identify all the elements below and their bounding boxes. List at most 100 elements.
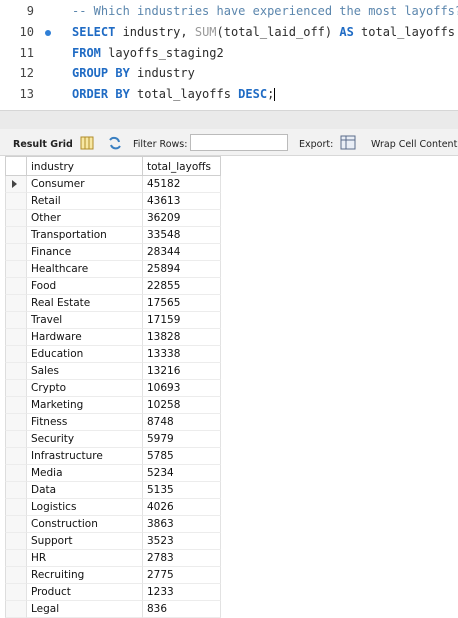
code-token: GROUP BY bbox=[72, 66, 130, 81]
code-token: AS bbox=[339, 24, 354, 39]
code-token: FROM bbox=[72, 45, 101, 60]
result-grid-tab[interactable]: Result Grid bbox=[13, 139, 73, 150]
code-token: ORDER BY bbox=[72, 87, 130, 102]
row-indicator bbox=[5, 244, 27, 261]
cell: Finance bbox=[27, 244, 143, 261]
cell: Fitness bbox=[27, 414, 143, 431]
row-indicator bbox=[5, 465, 27, 482]
row-indicator bbox=[5, 312, 27, 329]
cell: Support bbox=[27, 533, 143, 550]
row-indicator bbox=[5, 346, 27, 363]
row-indicator bbox=[5, 295, 27, 312]
filter-input[interactable] bbox=[190, 134, 288, 151]
code-line: FROM layoffs_staging2 bbox=[72, 46, 224, 60]
row-indicator bbox=[5, 431, 27, 448]
row-indicator bbox=[5, 329, 27, 346]
cell: 28344 bbox=[143, 244, 221, 261]
cell: Product bbox=[27, 584, 143, 601]
line-number: 12 bbox=[19, 66, 34, 81]
cell: Security bbox=[27, 431, 143, 448]
cell: 5785 bbox=[143, 448, 221, 465]
cell: 5135 bbox=[143, 482, 221, 499]
code-token: industry, bbox=[115, 24, 195, 39]
row-indicator bbox=[5, 533, 27, 550]
row-indicator bbox=[5, 176, 27, 193]
code-token: ; bbox=[267, 87, 275, 102]
row-indicator bbox=[5, 414, 27, 431]
cell: Media bbox=[27, 465, 143, 482]
row-indicator bbox=[5, 278, 27, 295]
wrap-label[interactable]: Wrap Cell Content: bbox=[371, 139, 458, 150]
cell: Marketing bbox=[27, 397, 143, 414]
cell: 25894 bbox=[143, 261, 221, 278]
code-token: industry bbox=[129, 66, 195, 81]
cursor bbox=[274, 88, 276, 102]
cell: 36209 bbox=[143, 210, 221, 227]
cell: Logistics bbox=[27, 499, 143, 516]
cell: 4026 bbox=[143, 499, 221, 516]
cell: 2783 bbox=[143, 550, 221, 567]
cell: Consumer bbox=[27, 176, 143, 193]
header-corner bbox=[5, 156, 27, 176]
row-indicator bbox=[5, 448, 27, 465]
cell: Hardware bbox=[27, 329, 143, 346]
cell: HR bbox=[27, 550, 143, 567]
row-indicator bbox=[5, 584, 27, 601]
code-token: SUM bbox=[194, 24, 217, 39]
cell: 8748 bbox=[143, 414, 221, 431]
code-token: total_layoffs bbox=[129, 87, 239, 102]
code-line: -- Which industries have experienced the… bbox=[72, 4, 458, 18]
row-indicator bbox=[5, 397, 27, 414]
code-line: SELECT industry, SUM(total_laid_off) AS … bbox=[72, 25, 455, 39]
cell: 17159 bbox=[143, 312, 221, 329]
row-indicator bbox=[5, 380, 27, 397]
line-number: 10 bbox=[19, 24, 34, 39]
cell: Real Estate bbox=[27, 295, 143, 312]
cell: Education bbox=[27, 346, 143, 363]
row-indicator bbox=[5, 363, 27, 380]
cell: 17565 bbox=[143, 295, 221, 312]
filter-label: Filter Rows: bbox=[133, 139, 188, 150]
row-indicator bbox=[5, 210, 27, 227]
editor: 9 -- Which industries have experienced th… bbox=[0, 0, 458, 110]
row-arrow bbox=[12, 180, 17, 188]
export-label: Export: bbox=[299, 139, 334, 150]
cell: 13338 bbox=[143, 346, 221, 363]
code-token: -- Which industries have experienced the… bbox=[72, 4, 458, 18]
row-indicator bbox=[5, 550, 27, 567]
cell: 43613 bbox=[143, 193, 221, 210]
code-token: DESC bbox=[238, 87, 268, 102]
cell: 836 bbox=[143, 601, 221, 618]
line-number: 13 bbox=[19, 87, 34, 102]
breakpoint-dot bbox=[45, 29, 51, 36]
cell: 1233 bbox=[143, 584, 221, 601]
code-token: (total_laid_off) bbox=[216, 24, 340, 39]
code-token: layoffs_staging2 bbox=[100, 45, 224, 60]
row-indicator bbox=[5, 499, 27, 516]
cell: 22855 bbox=[143, 278, 221, 295]
export-icon[interactable] bbox=[340, 135, 360, 151]
code-token: total_layoffs bbox=[353, 24, 455, 39]
cell: 5979 bbox=[143, 431, 221, 448]
row-indicator bbox=[5, 227, 27, 244]
cell: Retail bbox=[27, 193, 143, 210]
cell: Food bbox=[27, 278, 143, 295]
cell: Infrastructure bbox=[27, 448, 143, 465]
row-indicator bbox=[5, 482, 27, 499]
row-indicator bbox=[5, 516, 27, 533]
line-number: 9 bbox=[26, 4, 34, 18]
separator bbox=[0, 110, 458, 129]
row-indicator bbox=[5, 601, 27, 618]
code-token: SELECT bbox=[72, 24, 116, 39]
result-grid: industry total_layoffs Consumer 45182 Retail… bbox=[5, 156, 222, 618]
cell: 45182 bbox=[143, 176, 221, 193]
cell: Transportation bbox=[27, 227, 143, 244]
column-header: industry bbox=[27, 156, 143, 176]
cell: 2775 bbox=[143, 567, 221, 584]
cell: 10258 bbox=[143, 397, 221, 414]
cell: Sales bbox=[27, 363, 143, 380]
toolbar-icons bbox=[80, 136, 121, 150]
cell: 33548 bbox=[143, 227, 221, 244]
cell: Legal bbox=[27, 601, 143, 618]
cell: Other bbox=[27, 210, 143, 227]
